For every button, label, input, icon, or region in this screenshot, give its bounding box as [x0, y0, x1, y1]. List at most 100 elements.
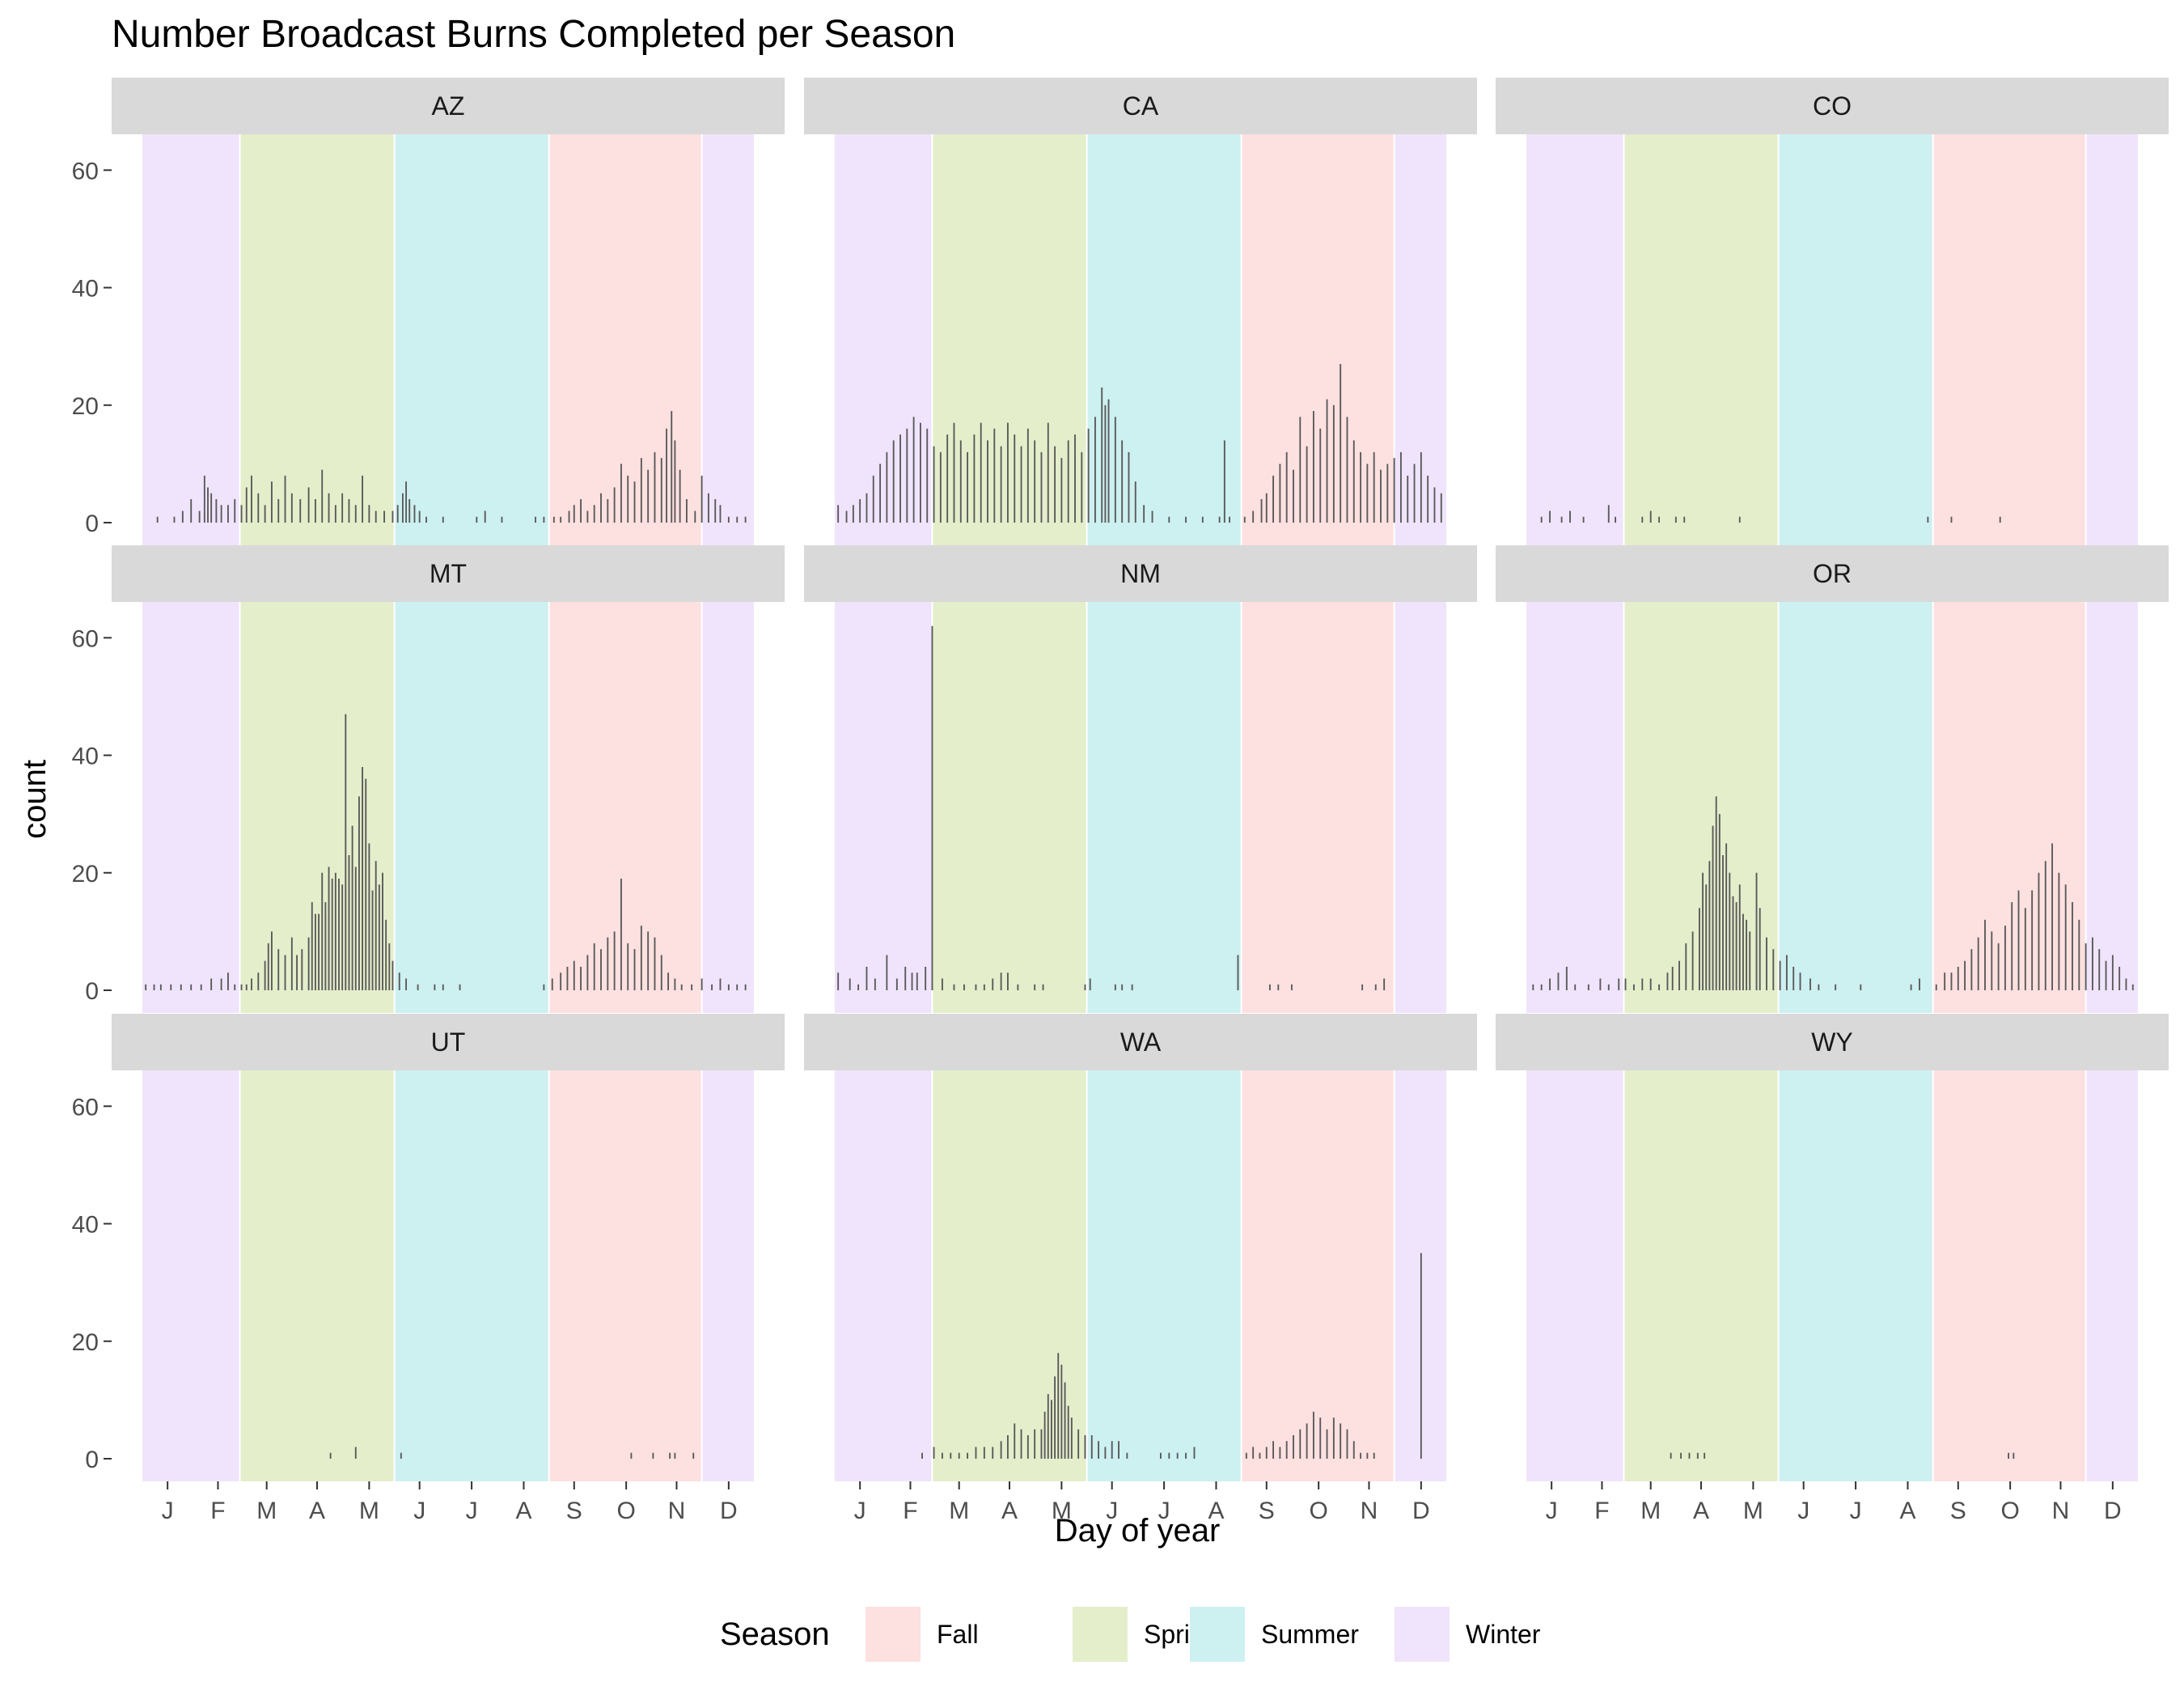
bar — [203, 475, 205, 523]
bar — [210, 978, 213, 990]
bar — [173, 516, 176, 523]
bar — [1077, 1429, 1080, 1459]
bar — [654, 937, 656, 990]
bar — [685, 498, 688, 523]
facet-strip-label: UT — [431, 1027, 466, 1057]
bar — [1835, 984, 1837, 990]
facet-ut: UT 0 20 40 60 J F M A M J J A S O N D — [72, 1014, 785, 1524]
bar — [170, 984, 172, 990]
bar — [1999, 516, 2001, 523]
bar — [442, 516, 444, 523]
bar — [1718, 814, 1721, 990]
bar — [341, 884, 344, 990]
season-band-fall — [548, 602, 702, 1013]
bar — [1000, 446, 1002, 523]
x-tick-label: D — [2104, 1498, 2122, 1524]
bar — [234, 984, 236, 990]
season-band-winter — [835, 1070, 933, 1481]
bar — [1670, 1452, 1672, 1459]
y-tick-label: 40 — [72, 1212, 99, 1239]
bar — [2125, 978, 2127, 990]
bar — [1674, 516, 1677, 523]
bar — [215, 498, 218, 523]
bar — [1299, 417, 1302, 523]
bar — [700, 475, 703, 523]
season-band-winter — [701, 602, 754, 1013]
x-tick-label: N — [668, 1498, 686, 1524]
bar — [1729, 872, 1731, 990]
bar — [334, 872, 336, 990]
x-tick-label: S — [1259, 1498, 1275, 1524]
x-tick-label: J — [1546, 1498, 1558, 1524]
x-tick-label: F — [903, 1498, 917, 1524]
bar — [535, 516, 536, 523]
bar — [963, 984, 965, 990]
facet-strip — [1496, 545, 2169, 602]
bar — [993, 428, 996, 523]
bar — [1725, 843, 1728, 990]
bar — [959, 440, 962, 523]
bar — [1084, 1434, 1086, 1459]
bar — [1118, 1441, 1120, 1459]
season-band-winter — [1526, 134, 1624, 545]
bar — [1034, 440, 1036, 523]
bar — [1732, 896, 1734, 990]
bar — [2008, 1452, 2010, 1459]
bar — [345, 714, 347, 990]
bar — [190, 984, 193, 990]
bar — [442, 984, 444, 990]
bar — [1168, 516, 1170, 523]
bar — [1185, 1452, 1187, 1459]
bar — [1582, 516, 1585, 523]
bar — [1054, 446, 1056, 523]
bar — [277, 498, 280, 523]
x-tick-label: A — [1001, 1498, 1018, 1524]
bar — [916, 972, 918, 990]
x-tick-label: O — [2000, 1498, 2019, 1524]
bar — [975, 1447, 977, 1459]
bar — [145, 984, 147, 990]
bar — [1121, 440, 1124, 523]
bar — [1017, 984, 1019, 990]
bar — [933, 446, 935, 523]
bar — [691, 984, 693, 990]
bar — [1746, 919, 1748, 990]
bar — [368, 505, 370, 523]
bar — [354, 505, 357, 523]
season-band-spring — [932, 1070, 1087, 1481]
bar — [1399, 451, 1402, 523]
bar — [607, 498, 609, 523]
y-tick-label: 20 — [72, 861, 99, 888]
bar — [1074, 434, 1076, 523]
facet-strip — [804, 1014, 1477, 1070]
legend-key-fall — [866, 1607, 921, 1662]
bar — [1587, 984, 1589, 990]
bar — [1229, 516, 1231, 523]
bar — [2072, 902, 2073, 990]
bar — [1159, 1452, 1162, 1459]
season-band-winter — [2085, 1070, 2138, 1481]
bar — [1742, 913, 1744, 990]
bar — [1785, 955, 1788, 990]
x-tick-label: S — [1950, 1498, 1966, 1524]
bar — [1683, 516, 1686, 523]
bar — [264, 960, 266, 990]
bar — [1361, 984, 1364, 990]
season-band-summer — [1778, 1070, 1933, 1481]
bar — [328, 866, 330, 990]
bar — [1704, 1452, 1706, 1459]
y-axis-title: count — [17, 760, 53, 839]
bar — [1346, 417, 1348, 523]
bar — [1326, 399, 1328, 523]
bar — [1114, 984, 1116, 990]
bar — [586, 511, 589, 523]
x-tick-label: J — [1106, 1498, 1118, 1524]
x-tick-label: O — [1309, 1498, 1327, 1524]
bar — [2044, 861, 2046, 990]
bar — [1860, 984, 1862, 990]
season-band-spring — [932, 602, 1087, 1013]
x-tick-label: M — [1743, 1498, 1763, 1524]
bar — [953, 422, 955, 523]
bar — [1420, 451, 1422, 523]
bar — [680, 984, 683, 990]
